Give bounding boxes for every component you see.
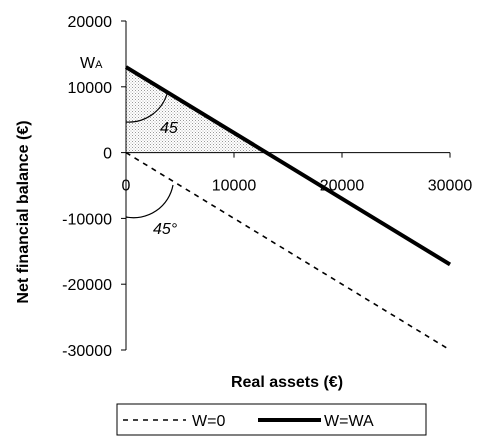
series-line-w0 xyxy=(125,151,451,351)
y-tick-label: -10000 xyxy=(62,211,112,228)
x-axis-title: Real assets (€) xyxy=(231,374,343,391)
legend-label-wa: W=WA xyxy=(324,413,374,430)
legend-label-w0: W=0 xyxy=(192,413,225,430)
y-tick-label: 0 xyxy=(103,146,112,163)
x-tick-label: 30000 xyxy=(428,178,473,195)
x-tick-label: 0 xyxy=(122,178,131,195)
wa-label-sub: A xyxy=(95,59,103,71)
angle-label-upper: 45 xyxy=(160,120,178,137)
series-line-wa xyxy=(124,65,452,267)
y-tick-label: -20000 xyxy=(62,277,112,294)
y-tick-label: 20000 xyxy=(68,14,113,31)
y-tick-label: -30000 xyxy=(62,343,112,360)
wa-label: WA xyxy=(80,55,103,72)
y-tick-label: 10000 xyxy=(68,80,113,97)
y-axis-title: Net financial balance (€) xyxy=(15,120,32,303)
x-tick-label: 10000 xyxy=(212,178,257,195)
angle-arc-upper xyxy=(125,93,168,123)
x-tick-label: 20000 xyxy=(320,178,365,195)
angle-label-lower: 45° xyxy=(153,221,178,238)
angle-arc-lower xyxy=(125,184,174,219)
wa-label-main: W xyxy=(80,55,96,72)
